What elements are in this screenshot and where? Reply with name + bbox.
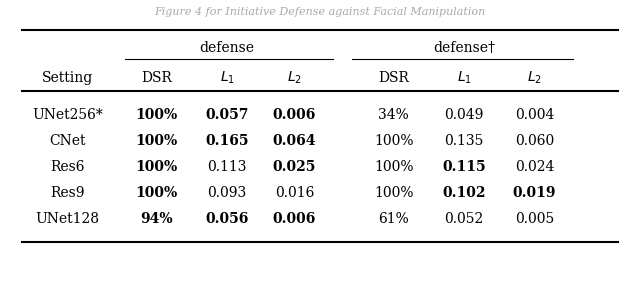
Text: 0.113: 0.113 xyxy=(207,160,247,174)
Text: 0.025: 0.025 xyxy=(273,160,316,174)
Text: 0.057: 0.057 xyxy=(205,108,249,122)
Text: $L_2$: $L_2$ xyxy=(287,70,302,86)
Text: 100%: 100% xyxy=(374,186,413,200)
Text: UNet256*: UNet256* xyxy=(32,108,102,122)
Text: 100%: 100% xyxy=(136,160,178,174)
Text: DSR: DSR xyxy=(141,71,172,85)
Text: UNet128: UNet128 xyxy=(35,212,99,226)
Text: Figure 4 for Initiative Defense against Facial Manipulation: Figure 4 for Initiative Defense against … xyxy=(154,7,486,17)
Text: 100%: 100% xyxy=(374,134,413,148)
Text: 61%: 61% xyxy=(378,212,409,226)
Text: 34%: 34% xyxy=(378,108,409,122)
Text: 0.060: 0.060 xyxy=(515,134,554,148)
Text: 0.165: 0.165 xyxy=(205,134,249,148)
Text: DSR: DSR xyxy=(378,71,409,85)
Text: 0.024: 0.024 xyxy=(515,160,554,174)
Text: 0.102: 0.102 xyxy=(442,186,486,200)
Text: defense: defense xyxy=(200,41,255,54)
Text: CNet: CNet xyxy=(49,134,86,148)
Text: 100%: 100% xyxy=(136,134,178,148)
Text: Res6: Res6 xyxy=(50,160,84,174)
Text: 0.004: 0.004 xyxy=(515,108,554,122)
Text: 0.006: 0.006 xyxy=(273,212,316,226)
Text: 100%: 100% xyxy=(374,160,413,174)
Text: 0.019: 0.019 xyxy=(513,186,556,200)
Text: 0.049: 0.049 xyxy=(444,108,484,122)
Text: 100%: 100% xyxy=(136,186,178,200)
Text: 0.115: 0.115 xyxy=(442,160,486,174)
Text: 0.006: 0.006 xyxy=(273,108,316,122)
Text: 0.016: 0.016 xyxy=(275,186,314,200)
Text: $L_1$: $L_1$ xyxy=(220,70,235,86)
Text: 0.135: 0.135 xyxy=(444,134,484,148)
Text: 0.005: 0.005 xyxy=(515,212,554,226)
Text: 100%: 100% xyxy=(136,108,178,122)
Text: 0.093: 0.093 xyxy=(207,186,247,200)
Text: defense†: defense† xyxy=(433,41,495,54)
Text: $L_2$: $L_2$ xyxy=(527,70,542,86)
Text: 94%: 94% xyxy=(141,212,173,226)
Text: 0.064: 0.064 xyxy=(273,134,316,148)
Text: Res9: Res9 xyxy=(50,186,84,200)
Text: 0.056: 0.056 xyxy=(205,212,249,226)
Text: Setting: Setting xyxy=(42,71,93,85)
Text: 0.052: 0.052 xyxy=(444,212,484,226)
Text: $L_1$: $L_1$ xyxy=(456,70,472,86)
